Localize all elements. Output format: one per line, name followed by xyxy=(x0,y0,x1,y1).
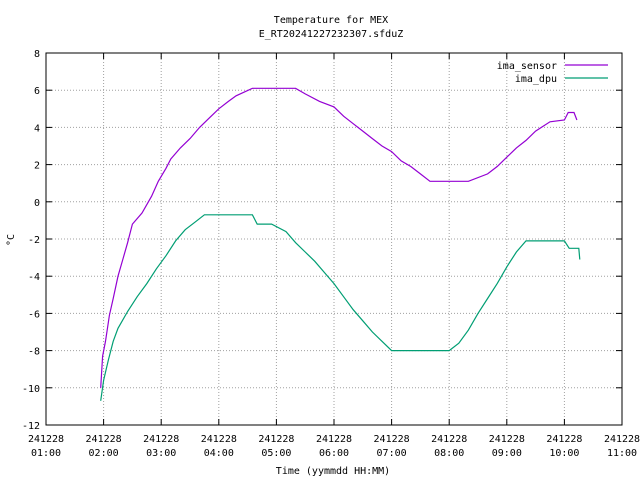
chart-subtitle: E_RT20241227232307.sfduZ xyxy=(259,29,404,40)
series-line-ima_dpu xyxy=(100,214,581,401)
y-tick-labels: -12 -10 -8 -6 -4 -2 0 2 4 6 8 xyxy=(22,49,40,432)
x-tick-label-date: 241228 xyxy=(374,434,410,445)
x-axis-label: Time (yymmdd HH:MM) xyxy=(276,466,390,477)
y-tick-label: -10 xyxy=(22,384,40,395)
x-tick-label-time: 06:00 xyxy=(319,448,349,459)
x-tick-label-time: 09:00 xyxy=(492,448,522,459)
y-tick-label: 8 xyxy=(34,49,40,60)
x-tick-label-date: 241228 xyxy=(604,434,640,445)
plot-frame xyxy=(45,52,623,426)
y-axis-label: °C xyxy=(6,234,17,246)
x-tick-label-time: 03:00 xyxy=(146,448,176,459)
x-tick-label-time: 07:00 xyxy=(377,448,407,459)
x-tick-label-date: 241228 xyxy=(201,434,237,445)
y-tick-label: 0 xyxy=(34,198,40,209)
y-tick-label: -8 xyxy=(28,347,40,358)
y-tick-label: 2 xyxy=(34,161,40,172)
x-tick-label-time: 04:00 xyxy=(204,448,234,459)
y-tick-label: -12 xyxy=(22,421,40,432)
y-tick-label: -4 xyxy=(28,272,40,283)
chart-title: Temperature for MEX xyxy=(274,15,388,26)
x-tick-label-time: 08:00 xyxy=(434,448,464,459)
x-tick-label-date: 241228 xyxy=(431,434,467,445)
x-tick-label-time: 11:00 xyxy=(607,448,637,459)
y-tick-label: -6 xyxy=(28,309,40,320)
data-series xyxy=(100,87,581,401)
x-tick-label-date: 241228 xyxy=(316,434,352,445)
x-tick-label-time: 01:00 xyxy=(31,448,61,459)
grid-lines xyxy=(46,53,622,425)
x-tick-label-time: 10:00 xyxy=(549,448,579,459)
legend: ima_sensor ima_dpu xyxy=(497,61,608,85)
legend-label-ima_sensor: ima_sensor xyxy=(497,61,557,72)
x-tick-label-time: 02:00 xyxy=(89,448,119,459)
x-tick-label-date: 241228 xyxy=(258,434,294,445)
legend-label-ima_dpu: ima_dpu xyxy=(515,74,557,85)
series-line-ima_sensor xyxy=(100,87,578,388)
x-tick-label-date: 241228 xyxy=(28,434,64,445)
x-tick-label-date: 241228 xyxy=(546,434,582,445)
x-tick-label-time: 05:00 xyxy=(261,448,291,459)
x-tick-label-date: 241228 xyxy=(143,434,179,445)
x-tick-label-date: 241228 xyxy=(86,434,122,445)
y-tick-label: 6 xyxy=(34,86,40,97)
y-tick-label: 4 xyxy=(34,123,40,134)
x-tick-labels: 241228 01:00 241228 02:00 241228 03:00 241228 0… xyxy=(28,434,640,459)
x-tick-label-date: 241228 xyxy=(489,434,525,445)
y-tick-label: -2 xyxy=(28,235,40,246)
